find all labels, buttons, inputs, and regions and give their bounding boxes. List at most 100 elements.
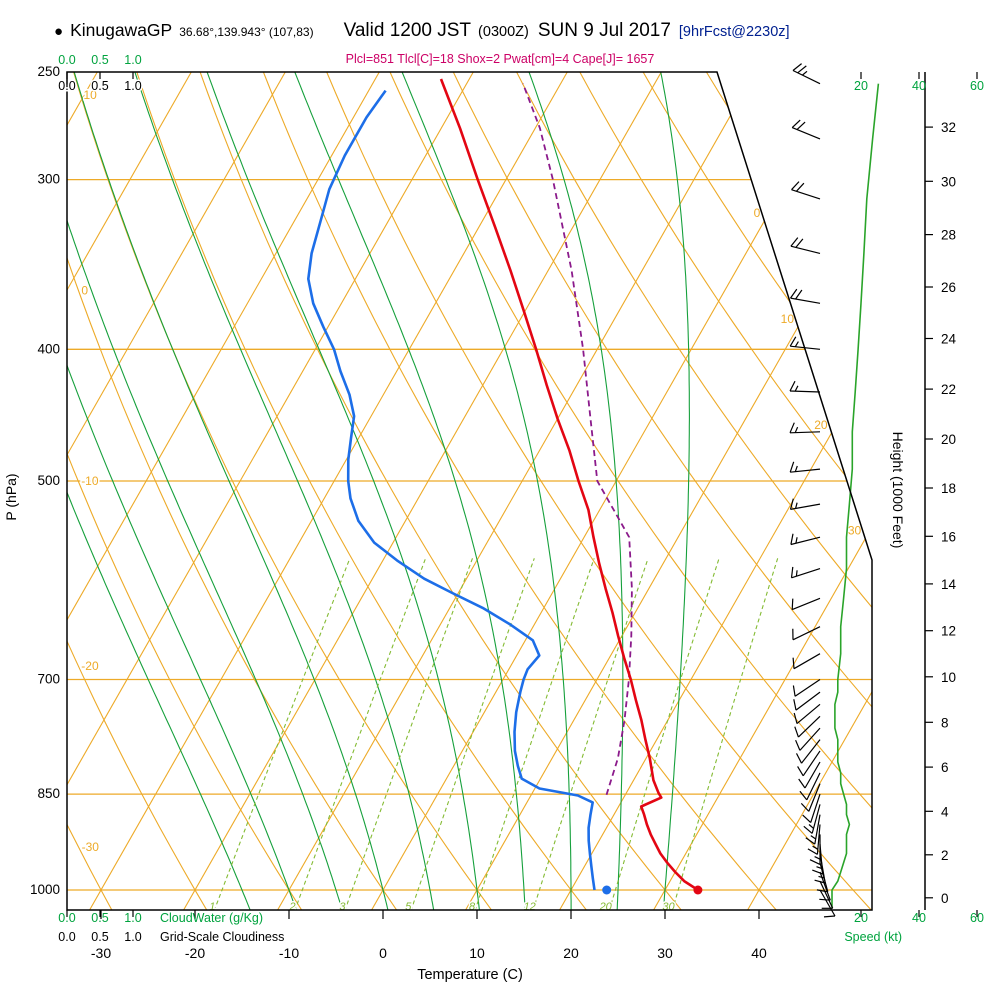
- wind-barb-half-feather: [794, 385, 799, 392]
- pressure-tick-label: 300: [37, 172, 60, 187]
- mixing-ratio-label: 2: [289, 901, 296, 913]
- wind-barb-feather: [805, 837, 816, 845]
- wind-barb-feather: [799, 790, 808, 801]
- wind-barb-feather: [791, 119, 801, 129]
- wind-barb-staff: [806, 772, 821, 801]
- wind-speed-curve: [831, 83, 880, 908]
- wind-barb-staff: [794, 679, 821, 697]
- mixing-ratio-label: 12: [524, 901, 536, 913]
- wind-barb-half-feather: [808, 824, 814, 829]
- chart-header: ● KinugawaGP 36.68°,139.943° (107,83) Va…: [54, 20, 790, 42]
- pressure-tick-label: 250: [37, 64, 60, 79]
- dry-adiabat-label: -30: [82, 840, 100, 854]
- wind-barb-feather: [802, 814, 812, 824]
- isotherm-line: [559, 72, 872, 910]
- valid-zulu-time: (0300Z): [478, 24, 529, 40]
- cloudwater-scale-label: 1.0: [124, 911, 141, 925]
- cloudwater-scale-label: 0.5: [91, 53, 108, 67]
- wind-barb-feather: [790, 566, 794, 578]
- height-tick-label: 26: [941, 280, 956, 295]
- wind-barb-staff: [799, 727, 821, 751]
- wind-barb-half-feather: [802, 70, 808, 76]
- isotherm-line: [277, 72, 756, 910]
- dry-adiabat-line: [262, 72, 777, 910]
- wind-barb-feather: [789, 336, 797, 347]
- dry-adiabat-label: 0: [81, 283, 88, 297]
- wind-barb-staff: [791, 597, 821, 611]
- surface-temperature-dot: [693, 885, 703, 895]
- isotherm-label: 20: [814, 418, 828, 432]
- cloudiness-scale-label: 0.5: [91, 79, 108, 93]
- wind-barb-half-feather: [795, 537, 798, 544]
- wind-barb-feather: [797, 65, 807, 74]
- height-tick-label: 6: [941, 760, 949, 775]
- wind-barb-half-feather: [812, 845, 819, 850]
- temp-tick-label: 20: [563, 945, 579, 961]
- height-tick-label: 32: [941, 120, 956, 135]
- moist-adiabat-line: [401, 72, 572, 910]
- moist-adiabat-line: [528, 72, 624, 910]
- dry-adiabat-line: [579, 72, 872, 910]
- mixing-ratio-line: [608, 558, 720, 910]
- wind-barb-feather: [794, 726, 799, 738]
- mixing-ratio-line: [294, 558, 427, 910]
- dry-adiabat-line: [67, 72, 208, 910]
- wind-barb-half-feather: [794, 341, 799, 348]
- wind-barb-staff: [804, 761, 821, 789]
- wind-barb-feather: [790, 288, 798, 299]
- wind-barb-feather: [792, 685, 796, 697]
- height-tick-label: 8: [941, 715, 949, 730]
- dry-adiabat-line: [452, 72, 872, 910]
- mixing-ratio-line: [474, 558, 595, 910]
- moist-adiabat-line: [67, 72, 344, 910]
- height-tick-label: 16: [941, 529, 956, 544]
- wind-barb-staff: [791, 127, 821, 140]
- wind-barb-feather: [795, 739, 801, 751]
- height-tick-label: 22: [941, 382, 956, 397]
- wind-barb-feather: [795, 182, 805, 192]
- wind-barb-feather: [793, 712, 798, 724]
- moist-adiabat-line: [134, 72, 435, 910]
- mixing-ratio-line: [410, 558, 535, 910]
- dry-adiabat-line: [136, 72, 588, 910]
- wind-barb-feather: [803, 825, 813, 834]
- wind-barb-staff: [816, 824, 821, 855]
- moist-adiabat-line: [67, 72, 252, 910]
- wind-barb-staff: [795, 691, 821, 711]
- wind-barb-staff: [790, 503, 821, 510]
- wind-barb-staff: [796, 703, 821, 725]
- height-axis-title: Height (1000 Feet): [890, 432, 906, 549]
- surface-dewpoint-dot: [602, 885, 612, 895]
- height-tick-label: 14: [941, 577, 957, 592]
- speed-scale-label: 20: [854, 79, 868, 93]
- isotherm-line: [67, 72, 380, 910]
- wind-barb-half-feather: [814, 856, 821, 860]
- moist-adiabat-line: [294, 72, 526, 910]
- wind-barb-layer: [789, 63, 836, 918]
- wind-barb-feather: [798, 778, 806, 789]
- height-tick-label: 24: [941, 332, 957, 347]
- wind-barb-half-feather: [794, 426, 799, 433]
- wind-barb-staff: [819, 889, 836, 917]
- wind-barb-staff: [790, 297, 821, 304]
- cloudiness-scale-label: 0.5: [91, 930, 108, 944]
- isotherm-line: [67, 72, 286, 910]
- wind-barb-staff: [808, 783, 821, 812]
- height-tick-label: 2: [941, 848, 949, 863]
- cloudiness-scale-label: 1.0: [124, 930, 141, 944]
- dry-adiabat-line: [516, 72, 872, 910]
- pressure-tick-label: 850: [37, 786, 60, 801]
- wind-barb-staff: [802, 750, 821, 777]
- wind-barb-staff: [792, 626, 821, 641]
- dry-adiabat-line: [326, 72, 872, 910]
- speed-axis-title: Speed (kt): [844, 930, 902, 944]
- cloudwater-axis-title: CloudWater (g/Kg): [160, 911, 263, 925]
- wind-barb-staff: [790, 468, 821, 473]
- wind-barb-staff: [810, 793, 821, 823]
- dry-adiabat-line: [769, 72, 872, 910]
- wind-barb-feather: [819, 898, 831, 901]
- mixing-ratio-line: [213, 558, 351, 910]
- wind-barb-half-feather: [816, 866, 823, 870]
- isotherm-label: 30: [848, 524, 862, 538]
- pressure-tick-label: 700: [37, 672, 60, 687]
